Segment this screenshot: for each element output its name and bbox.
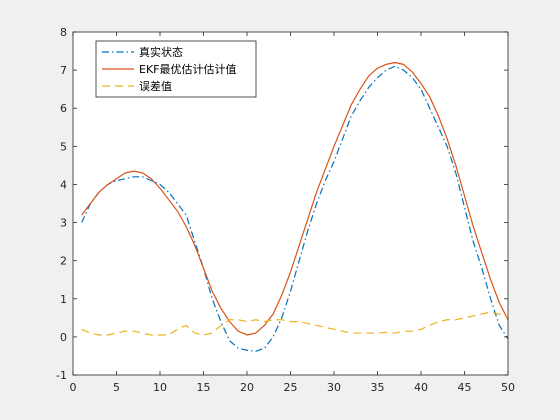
y-tick-label: 3: [60, 217, 67, 230]
series-line-0: [81, 65, 509, 352]
x-tick-label: 45: [458, 381, 472, 394]
x-tick-label: 0: [70, 381, 77, 394]
legend-label-2: 误差值: [139, 79, 172, 93]
y-tick-label: 2: [60, 255, 67, 268]
series-line-1: [81, 61, 509, 336]
legend-label-1: EKF最优估计估计值: [139, 63, 237, 76]
legend-label-0: 真实状态: [139, 45, 183, 59]
series-layer: [81, 61, 509, 352]
x-tick-label: 40: [414, 381, 428, 394]
x-tick-label: 5: [113, 381, 120, 394]
y-tick-label: 8: [60, 26, 67, 39]
x-tick-label: 10: [153, 381, 167, 394]
y-tick-label: 5: [60, 140, 67, 153]
x-tick-label: 35: [371, 381, 385, 394]
x-tick-label: 30: [327, 381, 341, 394]
y-tick-label: 7: [60, 64, 67, 77]
y-tick-label: 4: [60, 178, 67, 191]
x-tick-label: 50: [501, 381, 515, 394]
x-tick-label: 25: [284, 381, 298, 394]
series-line-2: [81, 311, 509, 336]
y-tick-label: -1: [56, 369, 67, 382]
x-tick-label: 15: [197, 381, 211, 394]
x-tick-label: 20: [240, 381, 254, 394]
y-tick-label: 6: [60, 102, 67, 115]
y-tick-label: 1: [60, 293, 67, 306]
y-tick-label: 0: [60, 331, 67, 344]
